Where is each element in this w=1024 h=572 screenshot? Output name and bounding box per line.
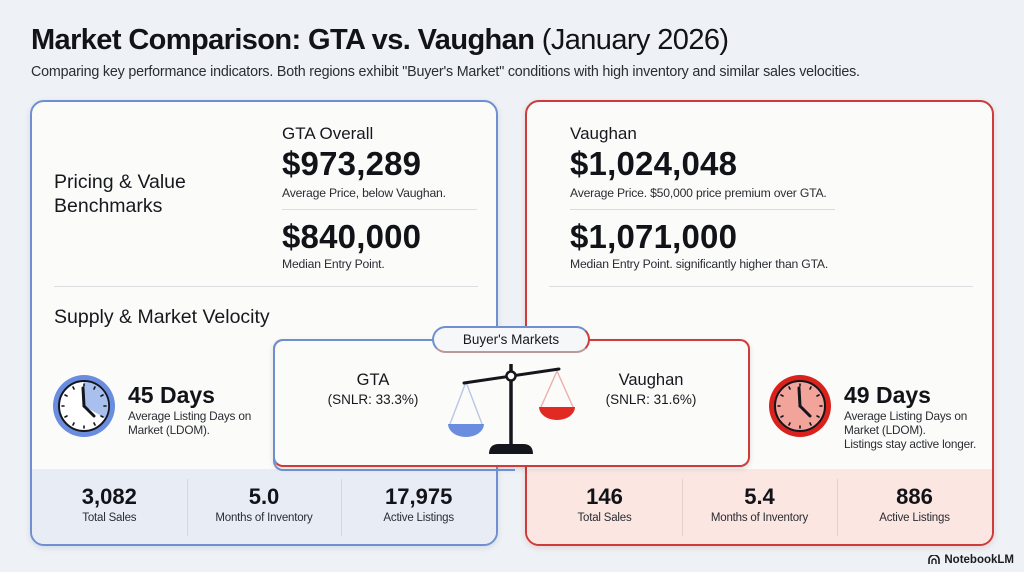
gta-average-price: $973,289 — [282, 145, 422, 182]
clock-icon — [769, 375, 831, 437]
gta-panel: Pricing & Value Benchmarks GTA Overall $… — [30, 100, 498, 546]
title-main: Market Comparison: GTA vs. Vaughan — [31, 24, 535, 56]
vaughan-average-price: $1,024,048 — [570, 145, 738, 182]
stat-label: Total Sales — [577, 512, 632, 524]
gta-days-caption-line: Average Listing Days on — [128, 409, 252, 423]
vaughan-days-on-market: 49 Days — [844, 382, 931, 408]
vaughan-days-caption-line: Market (LDOM). — [844, 423, 926, 437]
stat-label: Active Listings — [879, 512, 950, 524]
brand-name: NotebookLM — [944, 554, 1014, 566]
vaughan-snlr-label: Vaughan (SNLR: 31.6%) — [596, 371, 706, 407]
brand-watermark: NotebookLM — [928, 554, 1014, 566]
vaughan-section-divider — [549, 286, 973, 287]
vaughan-days-caption-line: Average Listing Days on — [844, 409, 968, 423]
vaughan-median-caption: Median Entry Point. significantly higher… — [570, 257, 829, 271]
title-period: (January 2026) — [541, 24, 729, 56]
gta-stat-active-listings: 17,975 Active Listings — [341, 469, 496, 544]
gta-days-caption: Average Listing Days on Market (LDOM). — [128, 409, 251, 437]
vaughan-stats-bar: 146 Total Sales 5.4 Months of Inventory … — [527, 469, 992, 544]
vaughan-stat-total-sales: 146 Total Sales — [527, 469, 682, 544]
vaughan-days-caption-line: Listings stay active longer. — [844, 437, 977, 451]
vaughan-days-caption: Average Listing Days on Market (LDOM). L… — [844, 409, 976, 451]
stat-value: 17,975 — [385, 484, 453, 509]
stat-value: 5.0 — [248, 484, 280, 509]
stat-value: 146 — [586, 484, 623, 509]
vaughan-snlr-name: Vaughan — [618, 371, 684, 389]
stat-label: Months of Inventory — [215, 512, 313, 524]
vaughan-snlr-value: (SNLR: 31.6%) — [605, 392, 697, 407]
stat-label: Total Sales — [82, 512, 137, 524]
notebooklm-logo-icon — [928, 555, 941, 564]
vaughan-stat-active-listings: 886 Active Listings — [837, 469, 992, 544]
gta-days-caption-line: Market (LDOM). — [128, 423, 210, 437]
clock-icon — [53, 375, 115, 437]
vaughan-median-price: $1,071,000 — [570, 218, 738, 255]
gta-median-price: $840,000 — [282, 218, 422, 255]
gta-snlr-name: GTA — [356, 371, 390, 389]
page-subtitle: Comparing key performance indicators. Bo… — [31, 64, 860, 80]
gta-average-caption: Average Price, below Vaughan. — [282, 186, 446, 200]
gta-median-caption: Median Entry Point. — [282, 257, 385, 271]
gta-days-on-market: 45 Days — [128, 382, 215, 408]
vaughan-region-name: Vaughan — [570, 124, 637, 143]
vaughan-stat-months-inventory: 5.4 Months of Inventory — [682, 469, 837, 544]
gta-section-divider — [54, 286, 478, 287]
pricing-section-label: Pricing & Value Benchmarks — [54, 171, 186, 217]
gta-stats-bar: 3,082 Total Sales 5.0 Months of Inventor… — [32, 469, 496, 544]
stat-value: 5.4 — [744, 484, 775, 509]
supply-section-label: Supply & Market Velocity — [54, 306, 270, 328]
gta-region-name: GTA Overall — [282, 124, 374, 143]
balance-scale-icon — [448, 364, 575, 454]
buyers-markets-badge: Buyer's Markets — [432, 326, 590, 353]
stat-value: 3,082 — [81, 484, 137, 509]
gta-stat-months-inventory: 5.0 Months of Inventory — [186, 469, 342, 544]
gta-stat-total-sales: 3,082 Total Sales — [32, 469, 187, 544]
gta-snlr-label: GTA (SNLR: 33.3%) — [318, 371, 428, 407]
vaughan-panel: Vaughan $1,024,048 Average Price. $50,00… — [525, 100, 994, 546]
page-title: Market Comparison: GTA vs. Vaughan (Janu… — [31, 24, 729, 57]
stat-value: 886 — [896, 484, 933, 509]
vaughan-average-caption: Average Price. $50,000 price premium ove… — [570, 186, 827, 200]
gta-snlr-value: (SNLR: 33.3%) — [327, 392, 419, 407]
stat-label: Active Listings — [383, 512, 454, 524]
stat-label: Months of Inventory — [710, 512, 809, 524]
vaughan-pricing-divider — [570, 209, 835, 210]
gta-pricing-divider — [282, 209, 477, 210]
